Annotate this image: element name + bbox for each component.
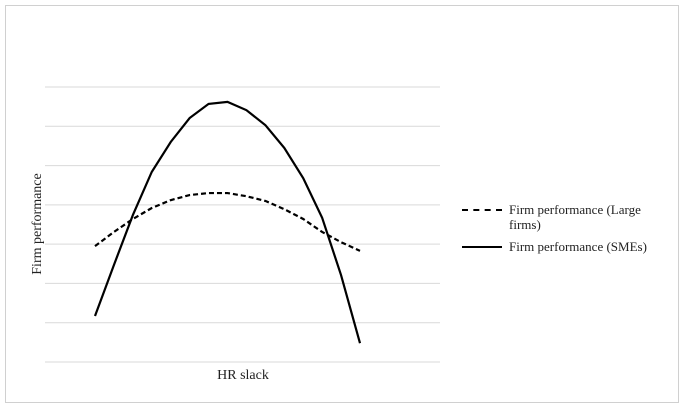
- legend-swatch: [462, 246, 502, 248]
- y-axis-label: Firm performance: [30, 173, 45, 274]
- line-series: [94, 191, 361, 252]
- legend-item: Firm performance (SMEs): [462, 239, 672, 254]
- legend-item: Firm performance (Large firms): [462, 202, 672, 232]
- legend-label: Firm performance (SMEs): [509, 239, 647, 254]
- x-axis-label: HR slack: [217, 368, 269, 383]
- line-series: [93, 100, 362, 344]
- legend-label: Firm performance (Large firms): [509, 202, 641, 232]
- legend-swatch: [462, 209, 502, 211]
- chart-border: [5, 5, 679, 403]
